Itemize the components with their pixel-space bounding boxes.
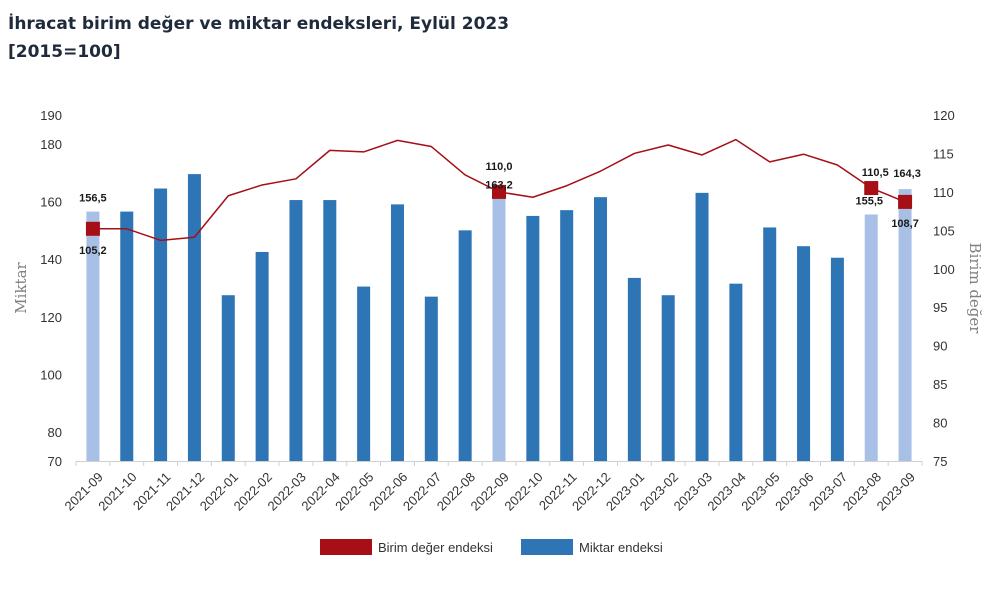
bar-miktar-2023-03 [695,192,709,461]
bar-miktar-2021-10 [120,211,134,461]
bar-miktar-2022-08 [458,230,472,461]
legend-group: Birim değer endeksi Miktar endeksi [320,539,663,555]
y-left-tick-label: 190 [40,108,62,123]
y-right-tick-label: 115 [933,146,954,161]
data-label-birim-deger-2022-09: 110,0 [486,161,513,173]
y-right-tick-label: 105 [933,223,955,238]
y-left-tick-label: 100 [40,368,62,383]
bar-miktar-2022-07 [424,296,438,461]
data-label-birim-deger-2023-08: 110,5 [862,167,889,179]
bar-miktar-2023-02 [661,295,675,461]
chart-title: İhracat birim değer ve miktar endeksleri… [8,10,509,66]
data-label-miktar-2023-09: 164,3 [893,168,921,180]
bar-miktar-2022-02 [255,251,269,461]
line-group [85,138,913,242]
bar-miktar-2023-09 [898,189,912,461]
x-tick-label: 2022-10 [501,469,545,513]
bars-group [86,174,912,462]
y-left-tick-label: 160 [40,195,62,210]
legend-swatch-birim-deger [320,539,372,555]
bar-miktar-2022-06 [390,204,404,461]
legend-label-miktar: Miktar endeksi [579,540,663,555]
bar-miktar-2022-11 [560,210,574,461]
y-right-tick-label: 110 [933,185,954,200]
y-right-tick-label: 100 [933,262,955,277]
data-label-miktar-2023-08: 155,5 [855,195,883,207]
marker-birim-deger-2022-09 [492,184,506,199]
legend-swatch-miktar [521,539,573,555]
y-right-tick-label: 75 [933,454,947,469]
bar-miktar-2023-08 [864,214,878,461]
bar-miktar-2023-04 [729,283,743,461]
x-tick-label: 2023-09 [874,469,918,513]
legend-label-birim-deger: Birim değer endeksi [378,540,493,555]
y-left-tick-label: 70 [48,454,62,469]
data-label-birim-deger-2023-09: 108,7 [891,218,919,230]
y-left-tick-label: 80 [48,425,62,440]
marker-birim-deger-2023-08 [864,181,879,196]
bar-miktar-2022-12 [594,197,608,462]
bar-miktar-2021-09 [86,211,100,461]
chart-title-line1: İhracat birim değer ve miktar endeksleri… [8,14,510,34]
data-label-miktar-2022-09: 163,2 [485,179,513,191]
bar-miktar-2022-03 [289,200,303,461]
y-left-axis-title: Miktar [12,261,30,313]
y-right-tick-label: 90 [933,339,947,354]
bar-miktar-2022-05 [357,286,371,461]
y-left-tick-label: 120 [40,310,62,325]
bar-miktar-2022-04 [323,200,337,461]
bar-miktar-2022-09 [492,192,506,462]
bar-miktar-2023-06 [797,246,811,461]
y-right-axis-title: Birim değer [966,243,984,335]
y-right-tick-label: 95 [933,300,947,315]
data-label-miktar-2021-09: 156,5 [79,193,107,205]
bar-miktar-2022-10 [526,215,540,461]
bar-miktar-2023-05 [763,227,777,461]
y-left-tick-label: 140 [40,252,62,267]
marker-birim-deger-2021-09 [85,221,100,236]
chart-title-line2: [2015=100] [8,42,121,62]
bar-miktar-2021-12 [187,174,201,461]
y-left-tick-label: 180 [40,137,62,152]
marker-birim-deger-2023-09 [898,194,913,209]
bar-miktar-2023-01 [627,277,641,461]
bar-miktar-2021-11 [154,188,168,461]
bar-miktar-2023-07 [830,257,844,461]
x-tick-label: 2021-10 [95,469,139,513]
data-labels-group: 156,5 105,2 110,0 163,2 110,5 155,5 164,3 108,7 [79,161,921,257]
y-right-tick-label: 120 [933,108,955,123]
data-label-birim-deger-2021-09: 105,2 [79,245,107,257]
y-right-tick-label: 85 [933,377,947,392]
bar-miktar-2022-01 [221,295,235,461]
y-right-tick-label: 80 [933,416,947,431]
